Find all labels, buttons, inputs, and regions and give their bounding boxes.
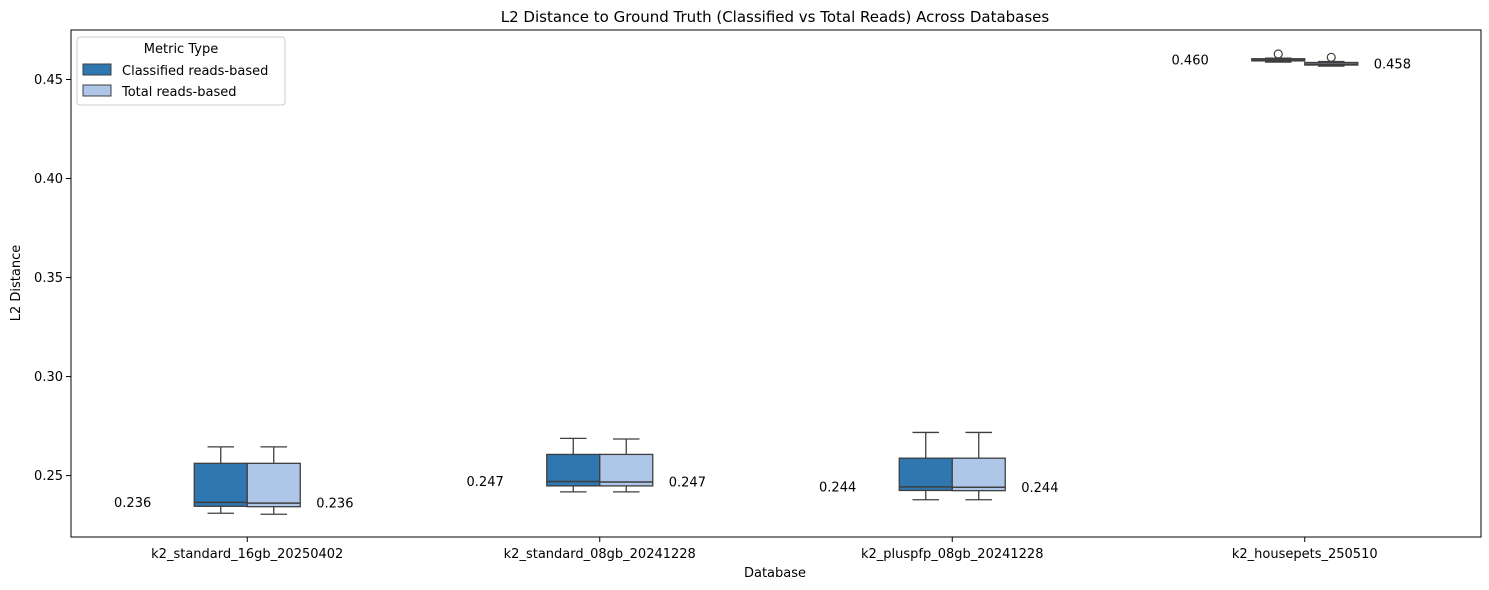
box (898, 457, 953, 492)
x-axis: k2_standard_16gb_20250402 k2_standard_08g… (151, 537, 1378, 562)
legend-label-total: Total reads-based (121, 85, 236, 100)
x-tick-label: k2_standard_08gb_20241228 (504, 547, 696, 562)
y-tick-label: 0.35 (34, 271, 63, 286)
y-tick-label: 0.25 (34, 469, 63, 484)
legend-title: Metric Type (144, 42, 218, 57)
x-axis-label: Database (744, 566, 806, 581)
outlier-point (1326, 52, 1336, 62)
x-tick-label: k2_standard_16gb_20250402 (151, 547, 343, 562)
plot-area: 0.236 0.247 0.244 0.460 0.236 0.247 0.244 0.458 (114, 49, 1411, 515)
median-value-label: 0.247 (467, 475, 504, 490)
legend: Metric Type Classified reads-based Total… (76, 36, 286, 106)
y-tick-label: 0.30 (34, 370, 63, 385)
median-value-label: 0.236 (114, 496, 151, 511)
legend-swatch-total (82, 84, 112, 97)
legend-label-classified: Classified reads-based (122, 64, 268, 79)
box (599, 453, 654, 487)
median-value-label: 0.244 (1021, 481, 1058, 496)
plot-frame (70, 29, 1482, 538)
median-value-label: 0.236 (316, 497, 353, 512)
median-value-label: 0.247 (669, 475, 706, 490)
legend-swatch-classified (82, 63, 112, 76)
y-axis: 0.25 0.30 0.35 0.40 0.45 (34, 73, 71, 484)
median-value-label: 0.244 (819, 480, 856, 495)
y-tick-label: 0.40 (34, 172, 63, 187)
legend-frame (76, 36, 286, 106)
y-axis-label: L2 Distance (9, 245, 24, 322)
outlier-point (1273, 49, 1283, 59)
box (193, 462, 248, 507)
x-tick-label: k2_pluspfp_08gb_20241228 (861, 547, 1043, 562)
y-tick-label: 0.45 (34, 73, 63, 88)
box (246, 462, 301, 508)
median-value-label: 0.460 (1172, 54, 1209, 69)
median-value-label: 0.458 (1374, 58, 1411, 73)
chart-title: L2 Distance to Ground Truth (Classified … (501, 8, 1050, 26)
box (951, 457, 1006, 492)
x-tick-label: k2_housepets_250510 (1232, 547, 1378, 562)
